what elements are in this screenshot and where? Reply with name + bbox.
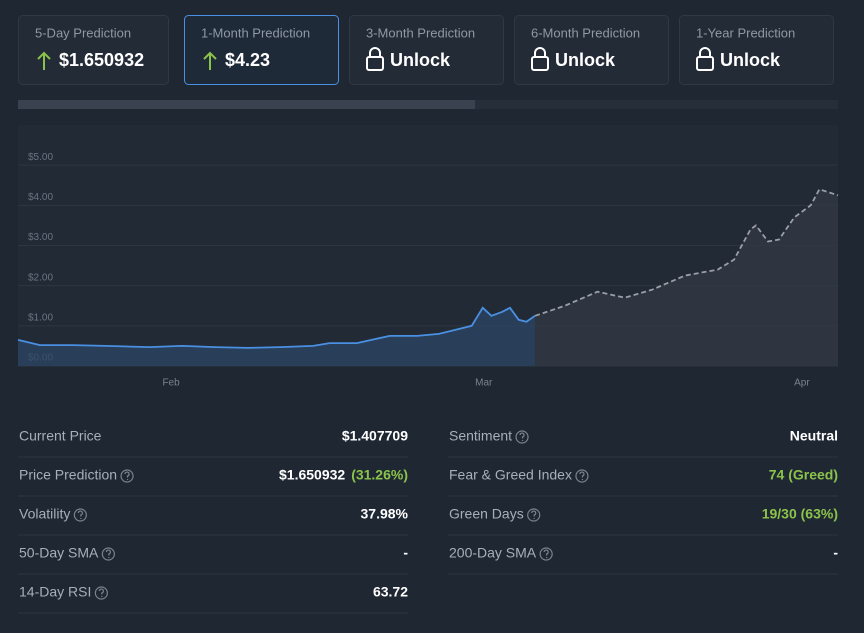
stat-note: (31.26%) — [351, 467, 408, 483]
help-icon[interactable] — [73, 508, 87, 522]
stat-value: Neutral — [790, 428, 838, 444]
lock-shackle — [699, 47, 711, 57]
y-tick-label: $3.00 — [28, 232, 53, 243]
stat-value: $1.407709 — [342, 428, 408, 444]
tab-value: $4.23 — [225, 50, 270, 70]
up-arrow-icon — [203, 51, 217, 70]
help-glyph — [543, 549, 549, 558]
prediction-tab[interactable] — [679, 15, 834, 85]
progress-fill — [18, 100, 475, 109]
stat-label: Sentiment — [449, 428, 512, 444]
lock-icon — [366, 56, 384, 71]
stat-value: 37.98% — [361, 506, 409, 522]
lock-icon — [531, 56, 549, 71]
price-line — [17, 306, 536, 349]
stat-label: Green Days — [449, 506, 524, 522]
stat-label: 200-Day SMA — [449, 545, 537, 561]
lock-shackle — [369, 47, 381, 57]
y-tick-label: $4.00 — [28, 192, 53, 203]
tab-value: $1.650932 — [59, 50, 144, 70]
area — [535, 189, 838, 366]
help-icon[interactable] — [101, 547, 115, 561]
prediction-tab[interactable] — [18, 15, 169, 85]
stat-value: 19/30 (63%) — [762, 506, 838, 522]
tab-value: Unlock — [555, 50, 616, 70]
prediction-tab[interactable] — [184, 15, 339, 85]
prediction-tab[interactable] — [514, 15, 669, 85]
help-icon[interactable] — [94, 586, 108, 600]
tab-label: 1-Month Prediction — [201, 25, 310, 40]
stat-value: - — [403, 545, 408, 561]
tab-label: 5-Day Prediction — [35, 25, 131, 40]
tab-label: 3-Month Prediction — [366, 25, 475, 40]
prediction-tab[interactable] — [349, 15, 504, 85]
help-glyph — [519, 432, 525, 441]
stat-label: 14-Day RSI — [19, 584, 91, 600]
x-tick-label: Apr — [794, 378, 810, 389]
help-glyph — [579, 471, 585, 480]
lock-icon — [696, 56, 714, 71]
help-glyph — [531, 510, 537, 519]
help-icon[interactable] — [575, 469, 589, 483]
stat-label: Current Price — [19, 428, 102, 444]
help-icon[interactable] — [120, 469, 134, 483]
y-tick-label: $2.00 — [28, 272, 53, 283]
stat-value: $1.650932 — [279, 467, 345, 483]
help-glyph — [77, 510, 83, 519]
x-tick-label: Feb — [162, 378, 180, 389]
tab-label: 1-Year Prediction — [696, 25, 795, 40]
y-tick-label: $5.00 — [28, 152, 53, 163]
stat-label: Fear & Greed Index — [449, 467, 572, 483]
stat-label: 50-Day SMA — [19, 545, 99, 561]
help-icon[interactable] — [539, 547, 553, 561]
stat-value: 74 (Greed) — [769, 467, 838, 483]
tab-value: Unlock — [390, 50, 451, 70]
y-tick-label: $1.00 — [28, 312, 53, 323]
price-line — [534, 188, 839, 317]
help-glyph — [98, 588, 104, 597]
stat-label: Price Prediction — [19, 467, 117, 483]
tab-label: 6-Month Prediction — [531, 25, 640, 40]
tab-value: Unlock — [720, 50, 781, 70]
up-arrow-icon — [37, 51, 51, 70]
help-icon[interactable] — [515, 430, 529, 444]
stat-value: 63.72 — [373, 584, 408, 600]
stat-label: Volatility — [19, 506, 70, 522]
lock-shackle — [534, 47, 546, 57]
help-icon[interactable] — [527, 508, 541, 522]
x-tick-label: Mar — [475, 378, 493, 389]
stat-value: - — [833, 545, 838, 561]
help-glyph — [124, 471, 130, 480]
area — [18, 307, 536, 366]
help-glyph — [105, 549, 111, 558]
